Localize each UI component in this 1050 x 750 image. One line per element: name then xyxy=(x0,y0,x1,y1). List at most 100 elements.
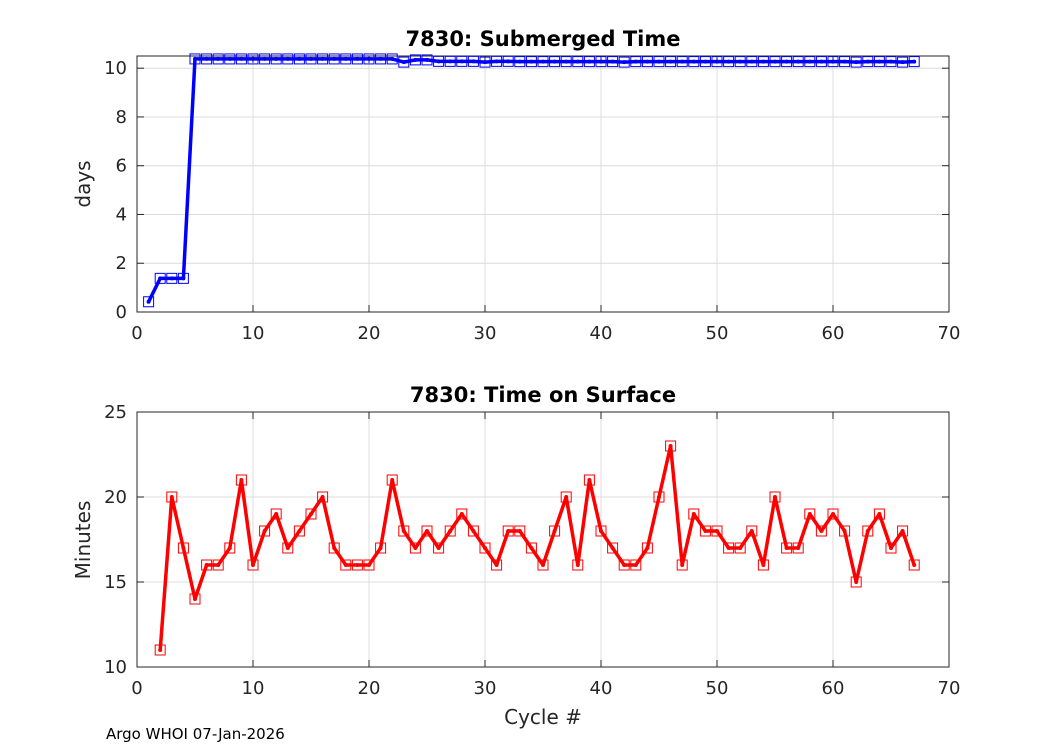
data-point-marker xyxy=(641,542,653,554)
data-point-marker xyxy=(479,56,491,68)
data-point xyxy=(831,512,835,516)
data-point-marker xyxy=(386,474,398,486)
data-point-marker xyxy=(827,508,839,520)
data-point-marker xyxy=(189,53,201,65)
data-point-marker xyxy=(270,508,282,520)
data-point xyxy=(204,563,209,567)
data-point xyxy=(912,59,917,64)
data-point-marker xyxy=(514,525,526,537)
data-point xyxy=(413,546,418,550)
y-tick-label: 4 xyxy=(116,204,127,225)
data-point xyxy=(146,299,151,304)
data-point-marker xyxy=(676,559,688,571)
data-point-marker xyxy=(363,559,375,571)
data-point-marker xyxy=(363,53,375,65)
data-point-marker xyxy=(804,56,816,68)
data-point-marker xyxy=(433,55,445,67)
data-point xyxy=(599,529,603,533)
data-point xyxy=(842,529,847,533)
data-point xyxy=(784,546,789,550)
data-point-marker xyxy=(618,559,630,571)
data-point xyxy=(657,495,661,499)
data-point xyxy=(506,59,511,64)
data-point xyxy=(483,546,487,550)
data-point-marker xyxy=(398,56,410,68)
data-point xyxy=(691,59,696,64)
data-point xyxy=(262,56,267,61)
x-tick-label: 10 xyxy=(242,678,265,699)
data-point-marker xyxy=(282,53,294,65)
data-point-marker xyxy=(757,56,769,68)
data-point-marker xyxy=(259,53,271,65)
data-point-marker xyxy=(201,559,213,571)
data-point xyxy=(796,546,801,550)
data-point xyxy=(309,56,313,61)
data-point-marker xyxy=(328,53,340,65)
data-point-marker xyxy=(792,542,804,554)
data-point xyxy=(285,546,290,550)
data-point-marker xyxy=(873,56,885,68)
data-point-marker xyxy=(375,542,387,554)
data-point-marker xyxy=(699,56,711,68)
data-point xyxy=(726,59,731,64)
data-point-marker xyxy=(409,542,421,554)
data-point-marker xyxy=(444,525,456,537)
data-point xyxy=(448,59,453,64)
data-point-marker xyxy=(583,474,595,486)
data-point xyxy=(320,495,325,499)
data-point-marker xyxy=(224,53,236,65)
axes-box-1 xyxy=(136,55,950,313)
data-point-marker xyxy=(189,593,201,605)
data-point xyxy=(494,563,499,567)
data-point-marker xyxy=(166,272,178,284)
data-point xyxy=(575,563,580,567)
data-point-marker xyxy=(212,559,224,571)
data-point xyxy=(900,60,905,65)
data-point xyxy=(807,512,812,516)
data-point-marker xyxy=(293,53,305,65)
data-point-marker xyxy=(154,644,166,656)
data-point-marker xyxy=(270,53,282,65)
data-point xyxy=(726,546,731,550)
data-point xyxy=(169,495,174,499)
data-point xyxy=(703,529,708,533)
data-point-marker xyxy=(653,56,665,68)
data-point-marker xyxy=(328,542,340,554)
data-point xyxy=(610,546,615,550)
data-point-marker xyxy=(317,53,329,65)
chart-title-1: 7830: Submerged Time xyxy=(405,27,680,51)
data-point-marker xyxy=(572,56,584,68)
data-point xyxy=(483,60,487,65)
data-point xyxy=(912,563,917,567)
data-point-marker xyxy=(897,56,909,68)
data-point-marker xyxy=(212,53,224,65)
y-tick-label: 6 xyxy=(116,156,127,177)
data-point xyxy=(285,56,290,61)
data-point xyxy=(367,56,371,61)
data-point-marker xyxy=(154,272,166,284)
data-point xyxy=(819,529,824,533)
data-point xyxy=(599,59,603,64)
data-point xyxy=(216,563,221,567)
data-point-marker xyxy=(641,56,653,68)
data-point xyxy=(633,59,638,64)
y-tick-label: 20 xyxy=(104,487,127,508)
data-point-marker xyxy=(467,525,479,537)
data-point-marker xyxy=(688,508,700,520)
data-point xyxy=(900,529,905,533)
data-point-marker xyxy=(792,56,804,68)
data-point xyxy=(274,56,279,61)
data-point xyxy=(181,546,186,550)
data-point xyxy=(193,597,197,601)
data-point-marker xyxy=(885,56,897,68)
data-point xyxy=(378,546,383,550)
data-point xyxy=(610,59,615,64)
data-point xyxy=(807,59,812,64)
data-point-marker xyxy=(862,56,874,68)
data-point xyxy=(889,59,893,64)
data-point xyxy=(784,59,789,64)
data-point-marker xyxy=(723,542,735,554)
data-point xyxy=(575,59,580,64)
data-point-marker xyxy=(676,56,688,68)
